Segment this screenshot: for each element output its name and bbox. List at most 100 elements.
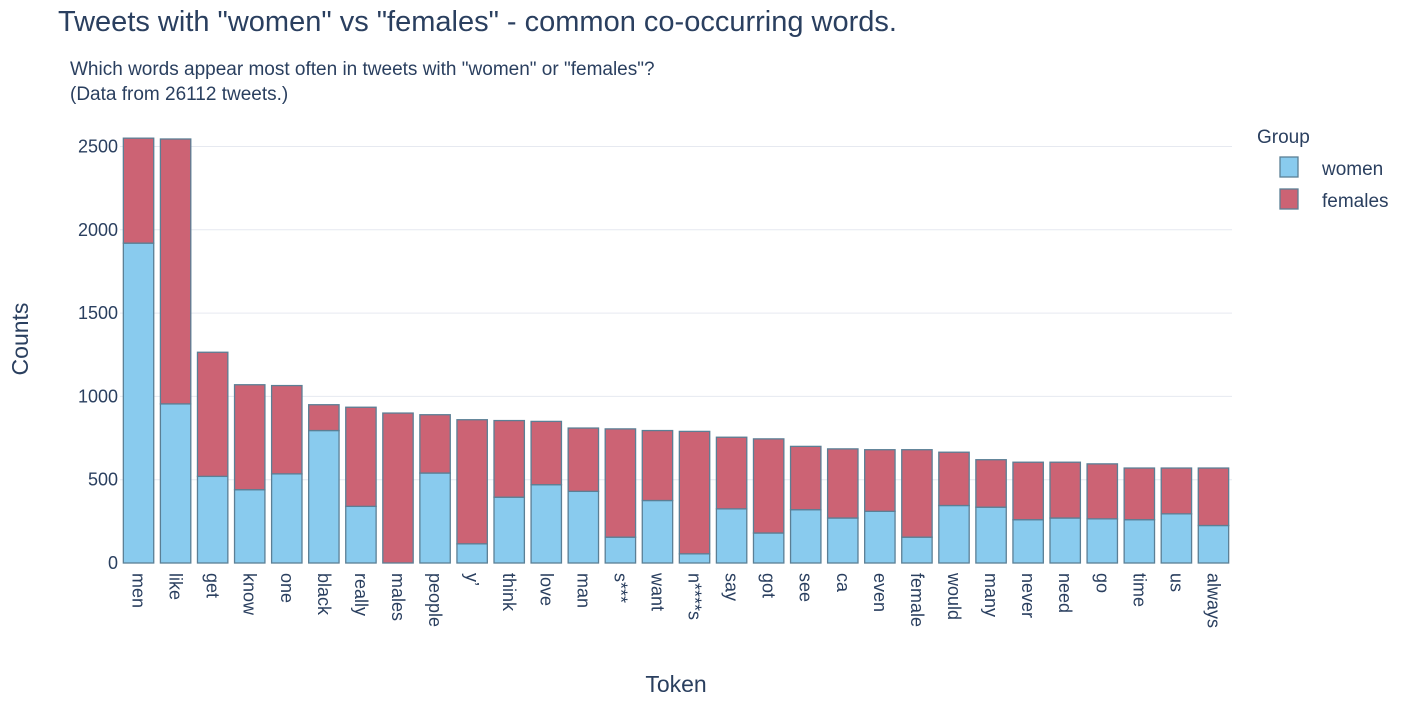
legend-label-women[interactable]: women bbox=[1321, 159, 1383, 180]
legend-swatch-females[interactable] bbox=[1279, 188, 1299, 210]
bar-females-23[interactable] bbox=[975, 459, 1007, 508]
x-tick-label: know bbox=[240, 573, 260, 616]
legend-label-females[interactable]: females bbox=[1322, 191, 1389, 212]
bar-females-15[interactable] bbox=[678, 430, 711, 555]
x-tick-label: always bbox=[1203, 573, 1223, 628]
bar-females-29[interactable] bbox=[1197, 467, 1230, 527]
x-tick-label: love bbox=[536, 573, 556, 606]
bar-women-16[interactable] bbox=[715, 508, 748, 564]
bar-women-0[interactable] bbox=[122, 242, 155, 564]
bar-women-14[interactable] bbox=[641, 499, 674, 564]
y-tick-label: 1000 bbox=[78, 386, 118, 406]
bar-women-6[interactable] bbox=[345, 505, 377, 564]
y-tick-label: 1500 bbox=[78, 303, 118, 323]
bar-females-11[interactable] bbox=[530, 420, 563, 486]
bar-women-12[interactable] bbox=[567, 490, 600, 564]
x-tick-label: would bbox=[944, 572, 964, 620]
bar-females-18[interactable] bbox=[789, 445, 822, 511]
bar-women-28[interactable] bbox=[1160, 513, 1193, 564]
x-tick-label: black bbox=[314, 573, 334, 616]
gridlines bbox=[120, 146, 1232, 481]
bar-women-19[interactable] bbox=[826, 517, 859, 564]
bar-females-14[interactable] bbox=[641, 429, 674, 502]
x-tick-label: people bbox=[425, 573, 445, 627]
x-tick-label: males bbox=[388, 573, 408, 621]
bar-women-11[interactable] bbox=[530, 484, 563, 564]
x-tick-label: s*** bbox=[610, 573, 630, 603]
x-tick-label: got bbox=[759, 573, 779, 598]
bar-females-28[interactable] bbox=[1160, 467, 1193, 515]
bar-females-2[interactable] bbox=[196, 351, 229, 478]
bar-females-9[interactable] bbox=[456, 419, 488, 545]
x-tick-label: one bbox=[277, 573, 297, 603]
x-tick-label: men bbox=[129, 573, 149, 608]
bar-women-5[interactable] bbox=[308, 429, 340, 564]
bar-women-21[interactable] bbox=[901, 536, 933, 564]
bar-women-13[interactable] bbox=[604, 536, 637, 564]
x-tick-label: think bbox=[499, 573, 519, 612]
bar-females-10[interactable] bbox=[493, 419, 526, 498]
x-tick-label: really bbox=[351, 573, 371, 616]
bar-women-17[interactable] bbox=[752, 532, 785, 564]
bar-women-24[interactable] bbox=[1012, 519, 1044, 564]
bar-females-0[interactable] bbox=[122, 137, 155, 244]
x-tick-label: us bbox=[1166, 573, 1186, 592]
chart-subtitle-line-1: Which words appear most often in tweets … bbox=[70, 59, 655, 80]
bar-females-17[interactable] bbox=[752, 438, 785, 534]
bar-females-7[interactable] bbox=[382, 412, 414, 564]
bar-women-25[interactable] bbox=[1049, 517, 1082, 564]
legend-swatch-women[interactable] bbox=[1279, 156, 1299, 178]
x-tick-label: ca bbox=[833, 573, 853, 593]
bar-females-24[interactable] bbox=[1012, 461, 1044, 521]
bar-females-13[interactable] bbox=[604, 428, 637, 538]
x-tick-label: like bbox=[166, 573, 186, 600]
bar-women-9[interactable] bbox=[456, 543, 488, 564]
x-tick-label: many bbox=[981, 573, 1001, 617]
bar-women-3[interactable] bbox=[233, 489, 266, 564]
bar-females-20[interactable] bbox=[864, 449, 896, 512]
bar-females-22[interactable] bbox=[938, 451, 970, 507]
bar-women-18[interactable] bbox=[789, 509, 822, 564]
bar-women-29[interactable] bbox=[1197, 524, 1230, 564]
bar-females-4[interactable] bbox=[270, 384, 303, 475]
bar-females-16[interactable] bbox=[715, 436, 748, 510]
bar-females-19[interactable] bbox=[826, 448, 859, 519]
bar-females-6[interactable] bbox=[345, 406, 377, 508]
legend: Group women females bbox=[1257, 127, 1389, 212]
bar-females-26[interactable] bbox=[1086, 463, 1119, 520]
bar-women-20[interactable] bbox=[864, 510, 896, 564]
bar-women-26[interactable] bbox=[1086, 518, 1119, 564]
bar-women-23[interactable] bbox=[975, 506, 1007, 564]
bar-women-15[interactable] bbox=[678, 553, 711, 564]
x-tick-label: need bbox=[1055, 573, 1075, 613]
x-tick-label: y’ bbox=[462, 573, 482, 586]
bar-females-3[interactable] bbox=[233, 384, 266, 491]
x-tick-label: man bbox=[573, 573, 593, 608]
chart-subtitle-line-2: (Data from 26112 tweets.) bbox=[70, 84, 288, 105]
bar-women-27[interactable] bbox=[1123, 519, 1156, 564]
bar-females-12[interactable] bbox=[567, 427, 600, 493]
bar-women-8[interactable] bbox=[419, 472, 451, 564]
legend-title: Group bbox=[1257, 127, 1310, 148]
bar-females-27[interactable] bbox=[1123, 467, 1156, 521]
bar-females-5[interactable] bbox=[308, 404, 340, 432]
bars bbox=[122, 137, 1230, 564]
bar-women-2[interactable] bbox=[196, 475, 229, 564]
bar-females-8[interactable] bbox=[419, 414, 451, 474]
bar-females-25[interactable] bbox=[1049, 461, 1082, 519]
y-tick-label: 2500 bbox=[78, 137, 118, 157]
bar-females-21[interactable] bbox=[901, 449, 933, 538]
y-axis-ticks: 0 500 1000 1500 2000 2500 bbox=[78, 137, 118, 574]
x-tick-label: say bbox=[722, 573, 742, 601]
bar-women-4[interactable] bbox=[270, 473, 303, 564]
bar-women-22[interactable] bbox=[938, 504, 970, 564]
x-axis-title: Token bbox=[645, 671, 706, 697]
bar-women-1[interactable] bbox=[159, 403, 192, 564]
bar-women-10[interactable] bbox=[493, 496, 526, 564]
bar-females-1[interactable] bbox=[159, 138, 192, 405]
x-tick-label: n****s bbox=[685, 573, 705, 620]
x-tick-label: go bbox=[1092, 573, 1112, 593]
y-axis-title: Counts bbox=[7, 303, 33, 376]
x-tick-label: get bbox=[203, 573, 223, 598]
